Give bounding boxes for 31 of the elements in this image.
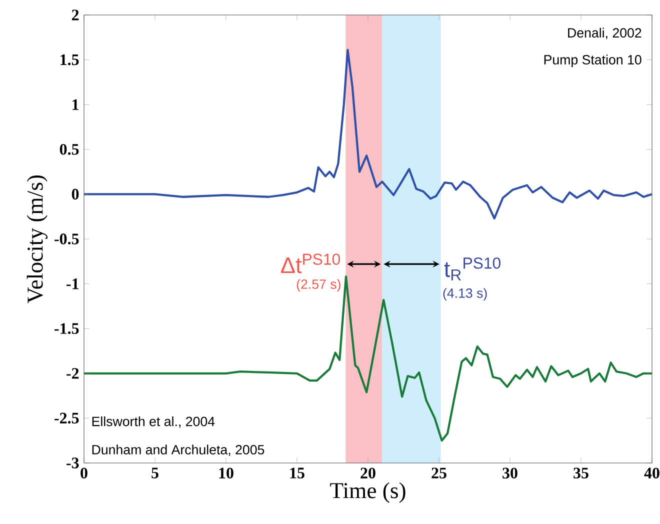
y-tick-label: -2.5 <box>54 412 79 424</box>
x-tick-label: 0 <box>80 468 88 478</box>
x-tick-label: 35 <box>574 468 588 478</box>
y-tick-label: 1 <box>72 99 78 110</box>
y-tick-label: 1.5 <box>60 54 79 66</box>
y-tick-label: -1.5 <box>54 323 79 334</box>
line-series <box>82 48 654 220</box>
y-tick-label: -3 <box>66 458 79 468</box>
x-axis-title: Time (s) <box>330 482 406 503</box>
x-tick-label: 15 <box>290 468 304 478</box>
x-tick-label: 30 <box>502 468 518 478</box>
y-tick-label: 2 <box>72 10 79 20</box>
y-tick-label: -1 <box>66 278 78 290</box>
x-tick-label: 5 <box>152 468 158 478</box>
x-tick-label: 40 <box>644 468 660 478</box>
y-tick-label: -0.5 <box>54 234 79 244</box>
annotation: Ellsworth et al., 2004 <box>92 416 215 428</box>
annotation: (2.57 s) <box>296 279 340 292</box>
y-axis-title: Velocity (m/s) <box>26 175 48 304</box>
x-tick-label: 25 <box>432 468 446 478</box>
annotation: Dunham and Archuleta, 2005 <box>92 444 264 456</box>
x-tick-label: 20 <box>360 468 376 478</box>
band-label: Δt$^{PS10}$ <box>281 254 340 274</box>
y-tick-label: -2 <box>66 368 79 379</box>
band-label: t$_{R}$PS10 <box>444 257 500 280</box>
annotation: Denali, 2002 <box>568 28 642 40</box>
annotation: (4.13 s) <box>443 288 487 300</box>
y-tick-label: 0.5 <box>60 144 79 155</box>
y-tick-label: 0 <box>72 188 79 200</box>
annotation: Pump Station 10 <box>544 54 642 68</box>
x-tick-label: 10 <box>219 468 234 478</box>
